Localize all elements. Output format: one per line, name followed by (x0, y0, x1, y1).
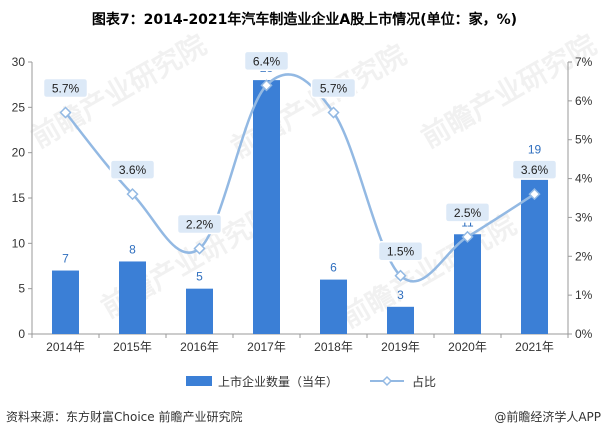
share-value-label: 1.5% (387, 245, 415, 259)
y-right-tick-label: 2% (575, 249, 593, 263)
y-left-tick-label: 5 (18, 282, 25, 296)
share-value-label: 2.5% (454, 206, 482, 220)
bar (387, 306, 414, 334)
bar-value-label: 5 (196, 270, 203, 284)
share-point-marker (394, 269, 407, 282)
bar-value-label: 8 (129, 242, 136, 256)
share-label-box (42, 77, 89, 99)
share-label-box (310, 77, 357, 99)
share-value-label: 6.4% (253, 54, 281, 68)
x-tick-label: 2016年 (180, 340, 219, 354)
x-tick-label: 2019年 (381, 340, 420, 354)
bar-value-label: 3 (397, 288, 404, 302)
source-note: 资料来源：东方财富Choice 前瞻产业研究院 (6, 410, 243, 424)
share-value-label: 3.6% (521, 163, 549, 177)
share-series-line (64, 73, 536, 283)
x-tick-label: 2021年 (515, 340, 554, 354)
share-point-marker (260, 79, 273, 92)
y-left-tick-label: 25 (12, 100, 26, 114)
share-label-box (243, 50, 290, 72)
y-right-tick-label: 4% (575, 172, 593, 186)
bar (186, 288, 213, 334)
chart-title: 图表7：2014-2021年汽车制造业企业A股上市情况(单位：家，%) (91, 12, 518, 28)
y-right-tick-label: 1% (575, 288, 593, 302)
y-right-tick-label: 3% (575, 210, 593, 224)
y-left-tick-label: 15 (12, 191, 26, 205)
x-tick-label: 2020年 (448, 340, 487, 354)
bar-value-label: 19 (528, 143, 542, 157)
y-left-tick-label: 30 (12, 55, 26, 69)
legend-swatch-bars (186, 376, 212, 386)
share-point-marker (461, 230, 474, 243)
y-right-tick-label: 6% (575, 94, 593, 108)
share-value-label: 5.7% (52, 82, 80, 96)
share-value-label: 3.6% (119, 163, 147, 177)
bar (119, 261, 146, 334)
legend-marker-line (381, 375, 393, 387)
bar (320, 279, 347, 334)
credit-note: @前瞻经济学人APP (494, 410, 601, 424)
bar (521, 161, 548, 334)
bar-value-label: 6 (330, 261, 337, 275)
y-left-tick-label: 20 (12, 146, 26, 160)
share-point-marker (528, 188, 541, 201)
share-value-label: 5.7% (320, 82, 348, 96)
y-right-tick-label: 0% (575, 327, 593, 341)
share-label-box (511, 159, 558, 180)
y-left-tick-label: 10 (12, 236, 26, 250)
bar (253, 80, 280, 334)
share-point-marker (193, 242, 206, 255)
y-left-tick-label: 0 (18, 327, 25, 341)
share-label-box (176, 213, 223, 235)
x-tick-label: 2017年 (247, 340, 286, 354)
x-tick-label: 2014年 (46, 340, 85, 354)
share-label-box (444, 202, 491, 223)
share-value-label: 2.2% (186, 218, 214, 232)
bar-value-label: 7 (62, 252, 69, 266)
share-point-marker (126, 188, 139, 201)
share-label-box (109, 159, 156, 180)
legend-label-line: 占比 (412, 374, 436, 389)
bar (454, 234, 481, 334)
share-point-marker (59, 106, 72, 119)
legend-label-bars: 上市企业数量（当年） (218, 374, 338, 389)
x-tick-label: 2015年 (113, 340, 152, 354)
x-tick-label: 2018年 (314, 340, 353, 354)
y-right-tick-label: 5% (575, 133, 593, 147)
bar (52, 270, 79, 334)
y-right-tick-label: 7% (575, 55, 593, 69)
share-label-box (377, 240, 424, 262)
share-point-marker (327, 106, 340, 119)
